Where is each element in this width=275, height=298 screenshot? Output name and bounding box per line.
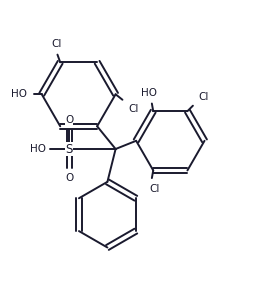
- Text: HO: HO: [30, 144, 46, 154]
- Text: Cl: Cl: [149, 184, 160, 194]
- Text: S: S: [65, 142, 73, 156]
- Text: Cl: Cl: [52, 39, 62, 49]
- Text: Cl: Cl: [198, 91, 209, 102]
- Text: O: O: [65, 173, 73, 183]
- Text: O: O: [65, 115, 73, 125]
- Text: HO: HO: [141, 88, 157, 98]
- Text: HO: HO: [11, 89, 27, 99]
- Text: Cl: Cl: [129, 104, 139, 114]
